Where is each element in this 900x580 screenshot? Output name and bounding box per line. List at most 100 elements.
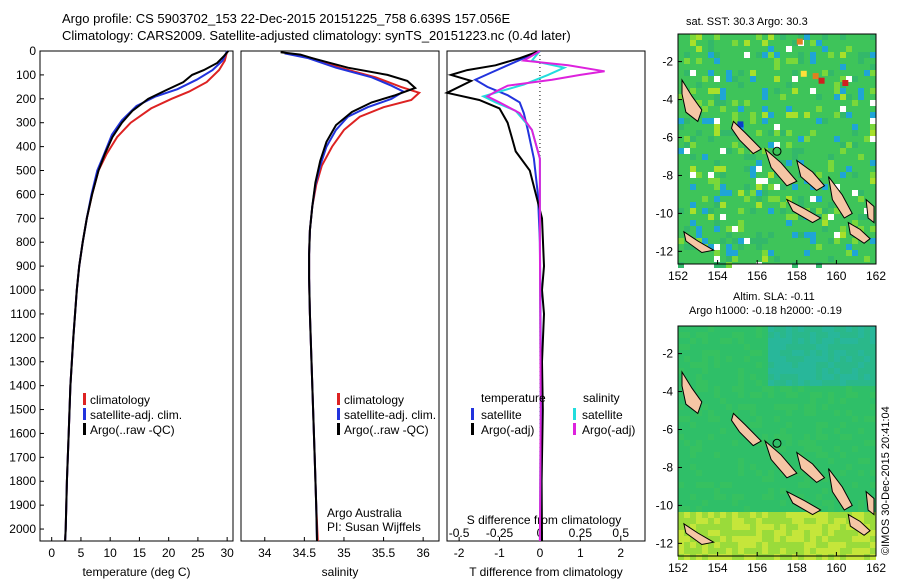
map-pixel bbox=[756, 512, 762, 518]
map-pixel bbox=[852, 172, 858, 178]
map-hotspot bbox=[812, 73, 819, 80]
map-pixel bbox=[714, 196, 720, 202]
map-pixel bbox=[822, 524, 828, 530]
map-pixel bbox=[774, 542, 780, 548]
map-pixel bbox=[834, 446, 840, 452]
map-pixel bbox=[870, 344, 876, 350]
profile-panel-3: -2 -1 0 1 2 T difference from climatology -0.5… bbox=[444, 50, 646, 579]
map-pixel bbox=[702, 542, 708, 548]
map-pixel bbox=[780, 184, 786, 190]
map-pixel bbox=[774, 338, 780, 344]
map-pixel bbox=[810, 554, 816, 560]
map-pixel bbox=[708, 536, 714, 542]
map-pixel bbox=[852, 362, 858, 368]
map-pixel bbox=[714, 518, 720, 524]
map-pixel bbox=[774, 404, 780, 410]
map-pixel bbox=[840, 374, 846, 380]
map-pixel bbox=[816, 428, 822, 434]
map-pixel bbox=[828, 70, 834, 76]
map-pixel bbox=[696, 130, 702, 136]
map-pixel bbox=[702, 530, 708, 536]
map-pixel bbox=[756, 52, 762, 58]
map-pixel bbox=[846, 374, 852, 380]
map-pixel bbox=[738, 106, 744, 112]
map-pixel bbox=[708, 524, 714, 530]
map-pixel bbox=[852, 344, 858, 350]
map-pixel bbox=[798, 524, 804, 530]
map-pixel bbox=[720, 148, 726, 154]
map-pixel bbox=[768, 554, 774, 560]
map-pixel bbox=[744, 548, 750, 554]
map-pixel bbox=[786, 362, 792, 368]
map-pixel bbox=[744, 40, 750, 46]
map-pixel bbox=[870, 524, 876, 530]
map-pixel bbox=[720, 518, 726, 524]
map-pixel bbox=[870, 536, 876, 542]
map-pixel bbox=[768, 52, 774, 58]
map-pixel bbox=[840, 542, 846, 548]
map-pixel bbox=[810, 88, 816, 94]
map-pixel bbox=[744, 154, 750, 160]
map-pixel bbox=[810, 398, 816, 404]
map-pixel bbox=[840, 52, 846, 58]
map-pixel bbox=[822, 70, 828, 76]
map-pixel bbox=[762, 494, 768, 500]
map-pixel bbox=[834, 368, 840, 374]
map-pixel bbox=[732, 238, 738, 244]
map-pixel bbox=[846, 392, 852, 398]
map-pixel bbox=[780, 386, 786, 392]
map-pixel bbox=[828, 392, 834, 398]
map-pixel bbox=[870, 554, 876, 560]
map-pixel bbox=[870, 548, 876, 554]
map-pixel bbox=[738, 226, 744, 232]
map-pixel bbox=[756, 392, 762, 398]
map-pixel bbox=[744, 238, 750, 244]
map-pixel bbox=[768, 374, 774, 380]
map-pixel bbox=[738, 386, 744, 392]
map-pixel bbox=[786, 518, 792, 524]
map-pixel bbox=[804, 548, 810, 554]
x-tick-label: 2 bbox=[617, 546, 624, 560]
map-pixel bbox=[870, 512, 876, 518]
map-pixel bbox=[846, 250, 852, 256]
map-pixel bbox=[768, 350, 774, 356]
map-pixel bbox=[846, 344, 852, 350]
map-pixel bbox=[810, 40, 816, 46]
map-pixel bbox=[684, 512, 690, 518]
map-frame bbox=[677, 33, 877, 265]
map-pixel bbox=[792, 350, 798, 356]
map-pixel bbox=[720, 524, 726, 530]
map-pixel bbox=[834, 536, 840, 542]
map-pixel bbox=[804, 112, 810, 118]
series-line-4 bbox=[485, 50, 605, 542]
map-pixel bbox=[816, 106, 822, 112]
map-pixel bbox=[786, 548, 792, 554]
map-pixel bbox=[708, 518, 714, 524]
map-pixel bbox=[738, 244, 744, 250]
map-pixel bbox=[822, 374, 828, 380]
map-pixel bbox=[858, 518, 864, 524]
map-pixel bbox=[750, 70, 756, 76]
map-pixel bbox=[696, 410, 702, 416]
map-pixel bbox=[774, 434, 780, 440]
map-pixel bbox=[798, 554, 804, 560]
map-pixel bbox=[720, 184, 726, 190]
map-pixel bbox=[816, 208, 822, 214]
map-pixel bbox=[744, 530, 750, 536]
map-pixel bbox=[804, 482, 810, 488]
map-pixel bbox=[762, 512, 768, 518]
map-pixel bbox=[750, 548, 756, 554]
map-pixel bbox=[696, 470, 702, 476]
map-pixel bbox=[732, 256, 738, 262]
map-pixel bbox=[792, 548, 798, 554]
map-pixel bbox=[822, 548, 828, 554]
map-pixel bbox=[768, 518, 774, 524]
map-pixel bbox=[792, 76, 798, 82]
map-pixel bbox=[714, 512, 720, 518]
map-pixel bbox=[798, 214, 804, 220]
map-pixel bbox=[780, 34, 786, 40]
map-pixel bbox=[864, 70, 870, 76]
map-pixel bbox=[684, 244, 690, 250]
map-pixel bbox=[720, 130, 726, 136]
credit-text: Argo Australia bbox=[327, 506, 402, 520]
